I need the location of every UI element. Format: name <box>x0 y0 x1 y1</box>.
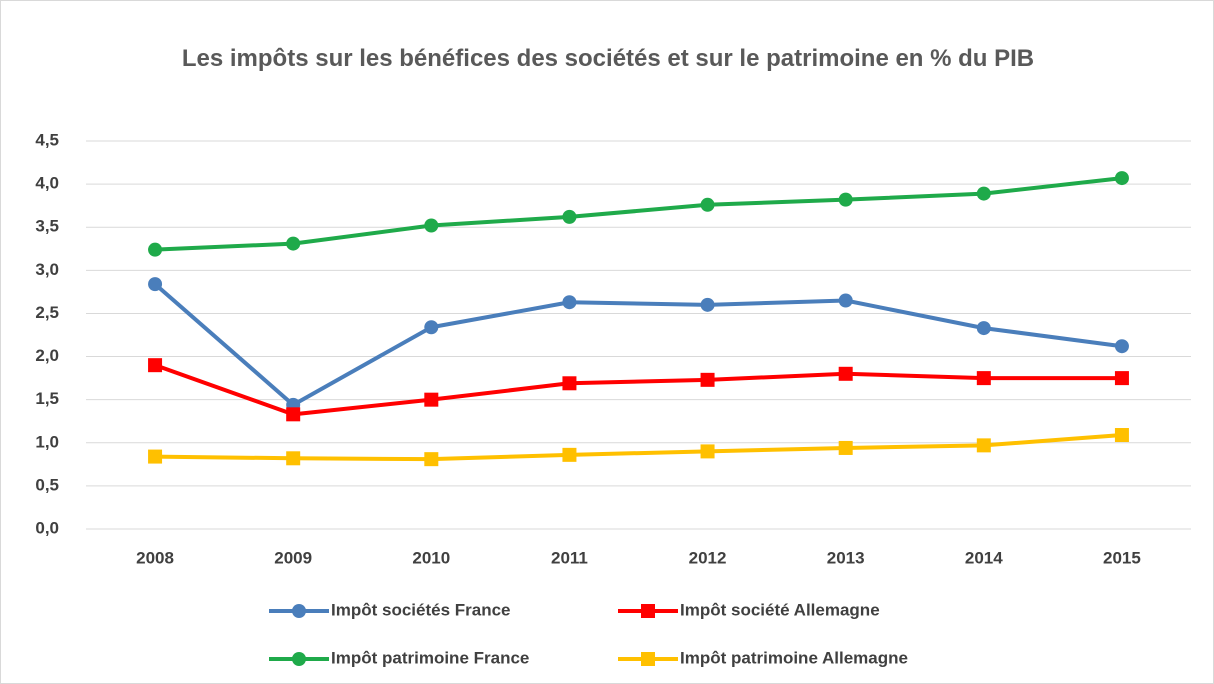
data-point <box>838 366 853 381</box>
data-point <box>976 186 991 201</box>
y-tick-label: 0,0 <box>35 518 59 537</box>
y-tick-label: 1,0 <box>35 432 59 451</box>
data-point <box>148 358 163 373</box>
y-tick-label: 3,5 <box>35 217 59 236</box>
data-point <box>562 295 577 310</box>
data-point <box>700 197 715 212</box>
data-point <box>1114 171 1129 186</box>
y-tick-label: 4,0 <box>35 174 59 193</box>
data-point <box>1114 339 1129 354</box>
data-point <box>700 372 715 387</box>
legend-marker <box>292 604 306 618</box>
x-tick-label: 2014 <box>965 548 1003 567</box>
y-tick-label: 2,5 <box>35 303 59 322</box>
legend-label: Impôt patrimoine France <box>331 648 529 667</box>
y-tick-label: 0,5 <box>35 475 59 494</box>
x-tick-label: 2009 <box>274 548 312 567</box>
data-point <box>562 447 577 462</box>
y-tick-label: 2,0 <box>35 346 59 365</box>
x-tick-label: 2015 <box>1103 548 1141 567</box>
x-tick-label: 2011 <box>551 548 588 567</box>
data-point <box>562 209 577 224</box>
data-point <box>976 321 991 336</box>
data-point <box>1114 371 1129 386</box>
series-line <box>154 363 1122 417</box>
data-point <box>286 451 301 466</box>
y-tick-label: 3,0 <box>35 260 59 279</box>
data-point <box>700 297 715 312</box>
data-point <box>838 192 853 207</box>
data-point <box>148 242 163 257</box>
data-point <box>700 444 715 459</box>
data-point <box>424 320 439 335</box>
data-point <box>562 376 577 391</box>
data-point <box>148 449 163 464</box>
data-point <box>976 371 991 386</box>
series-line <box>154 176 1123 252</box>
data-point <box>976 438 991 453</box>
y-tick-label: 4,5 <box>35 130 59 149</box>
x-tick-label: 2008 <box>136 548 174 567</box>
chart-title: Les impôts sur les bénéfices des société… <box>181 45 1035 72</box>
data-point <box>286 407 301 422</box>
legend-marker <box>292 652 306 666</box>
data-point <box>148 277 163 292</box>
data-point <box>838 440 853 455</box>
legend-marker <box>641 604 655 618</box>
data-point <box>838 293 853 308</box>
y-tick-label: 1,5 <box>35 389 59 408</box>
legend-label: Impôt société Allemagne <box>680 600 880 619</box>
legend-label: Impôt sociétés France <box>331 600 511 619</box>
x-tick-label: 2010 <box>412 548 450 567</box>
data-point <box>424 452 439 467</box>
data-point <box>1114 428 1129 443</box>
x-tick-label: 2012 <box>689 548 727 567</box>
data-point <box>424 392 439 407</box>
series-line <box>153 282 1123 407</box>
legend-label: Impôt patrimoine Allemagne <box>680 648 908 667</box>
x-tick-label: 2013 <box>827 548 865 567</box>
series-line <box>155 433 1123 462</box>
data-point <box>424 218 439 233</box>
data-point <box>286 236 301 251</box>
legend-marker <box>641 652 655 666</box>
